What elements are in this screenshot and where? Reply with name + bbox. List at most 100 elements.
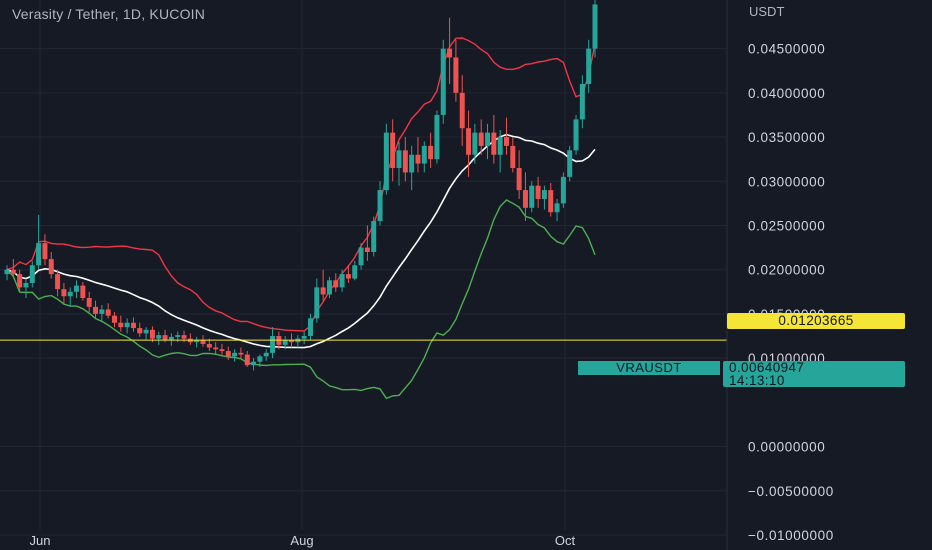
candle xyxy=(434,110,440,164)
basis-line xyxy=(6,133,596,349)
chart-title: Verasity / Tether, 1D, KUCOIN xyxy=(12,6,206,22)
candle-body xyxy=(55,274,61,290)
candle xyxy=(67,287,73,307)
candle-body xyxy=(162,335,168,340)
candle xyxy=(377,181,383,226)
candle-body xyxy=(440,48,446,115)
candle xyxy=(326,276,332,298)
candle xyxy=(23,278,29,298)
candle xyxy=(270,327,276,359)
candle-body xyxy=(415,154,421,164)
candle-body xyxy=(93,306,99,314)
price-tick-label: 0.04000000 xyxy=(748,86,825,101)
candle xyxy=(485,123,491,160)
candle-body xyxy=(289,340,295,343)
candle xyxy=(257,354,263,367)
candle xyxy=(238,347,244,359)
candle xyxy=(567,145,573,182)
time-tick-label: Jun xyxy=(30,533,51,548)
candle-body xyxy=(345,274,351,279)
candle xyxy=(17,269,23,292)
price-axis[interactable]: 0.04500000 0.04000000 0.03500000 0.03000000… xyxy=(748,42,834,543)
candle-body xyxy=(251,361,257,366)
candle xyxy=(409,145,415,191)
candle xyxy=(80,282,86,301)
last-price-badge[interactable]: 0.00640947 14:13:10 xyxy=(723,361,905,387)
candle-body xyxy=(105,309,111,316)
candles xyxy=(4,0,598,371)
candle-body xyxy=(263,352,269,357)
level-price-value: 0.01203665 xyxy=(778,313,854,328)
symbol-label: VRAUSDT xyxy=(578,361,720,375)
candle-body xyxy=(390,132,396,169)
candle-body xyxy=(522,190,528,208)
candle-body xyxy=(428,145,434,160)
price-tick-label: 0.00000000 xyxy=(748,440,825,455)
candle xyxy=(579,75,585,129)
candle xyxy=(592,0,598,58)
candle-body xyxy=(29,265,35,283)
candle xyxy=(510,137,516,173)
candle xyxy=(447,17,453,85)
candle xyxy=(168,333,174,346)
bollinger-bands xyxy=(6,37,596,400)
level-price-badge[interactable]: 0.01203665 xyxy=(727,313,905,329)
candle-body xyxy=(257,356,263,362)
time-tick-label: Oct xyxy=(555,533,576,548)
candle xyxy=(149,326,155,343)
last-price-value: 0.00640947 xyxy=(729,360,805,375)
candle-body xyxy=(529,185,535,208)
candle xyxy=(314,278,320,323)
candle xyxy=(4,265,10,281)
candle xyxy=(383,123,389,195)
price-tick-label: 0.04500000 xyxy=(748,42,825,57)
candle-body xyxy=(491,132,497,155)
candle xyxy=(472,123,478,164)
candle xyxy=(42,234,48,266)
candle xyxy=(453,39,459,102)
candle xyxy=(560,172,566,208)
candle-body xyxy=(17,274,23,288)
candle xyxy=(402,137,408,182)
candle xyxy=(554,198,560,222)
candle-body xyxy=(124,322,130,328)
countdown-timer: 14:13:10 xyxy=(729,373,785,388)
candle xyxy=(333,273,339,292)
candle xyxy=(175,331,181,343)
candle-body xyxy=(86,297,92,307)
candle-body xyxy=(472,132,478,155)
candle-body xyxy=(200,340,206,344)
candle-body xyxy=(61,289,67,297)
candle-body xyxy=(36,243,42,266)
candle-body xyxy=(371,221,377,253)
candle xyxy=(61,282,67,304)
candle xyxy=(345,265,351,283)
price-tick-label: 0.02500000 xyxy=(748,218,825,233)
upper-band-line xyxy=(6,37,596,332)
grid-lines xyxy=(0,0,727,536)
candle-body xyxy=(466,128,472,155)
candle-body xyxy=(453,57,459,93)
candle-body xyxy=(156,335,162,339)
candle xyxy=(206,338,212,352)
candle-body xyxy=(314,287,320,319)
candle-body xyxy=(143,329,149,334)
candle-body xyxy=(497,137,503,155)
price-tick-label: −0.00500000 xyxy=(748,484,834,499)
time-axis[interactable]: Jun Aug Oct xyxy=(30,533,576,548)
candle xyxy=(29,260,35,288)
candle-body xyxy=(339,274,345,288)
candle-body xyxy=(447,48,453,58)
candle xyxy=(421,141,427,173)
price-tick-label: 0.03000000 xyxy=(748,174,825,189)
price-tick-label: 0.03500000 xyxy=(748,130,825,145)
candle xyxy=(364,225,370,261)
candle xyxy=(478,119,484,155)
time-tick-label: Aug xyxy=(290,533,313,548)
candle xyxy=(118,315,124,332)
candle xyxy=(573,114,579,155)
candle-body xyxy=(320,287,326,295)
candle-body xyxy=(560,176,566,204)
candle-body xyxy=(23,282,29,288)
